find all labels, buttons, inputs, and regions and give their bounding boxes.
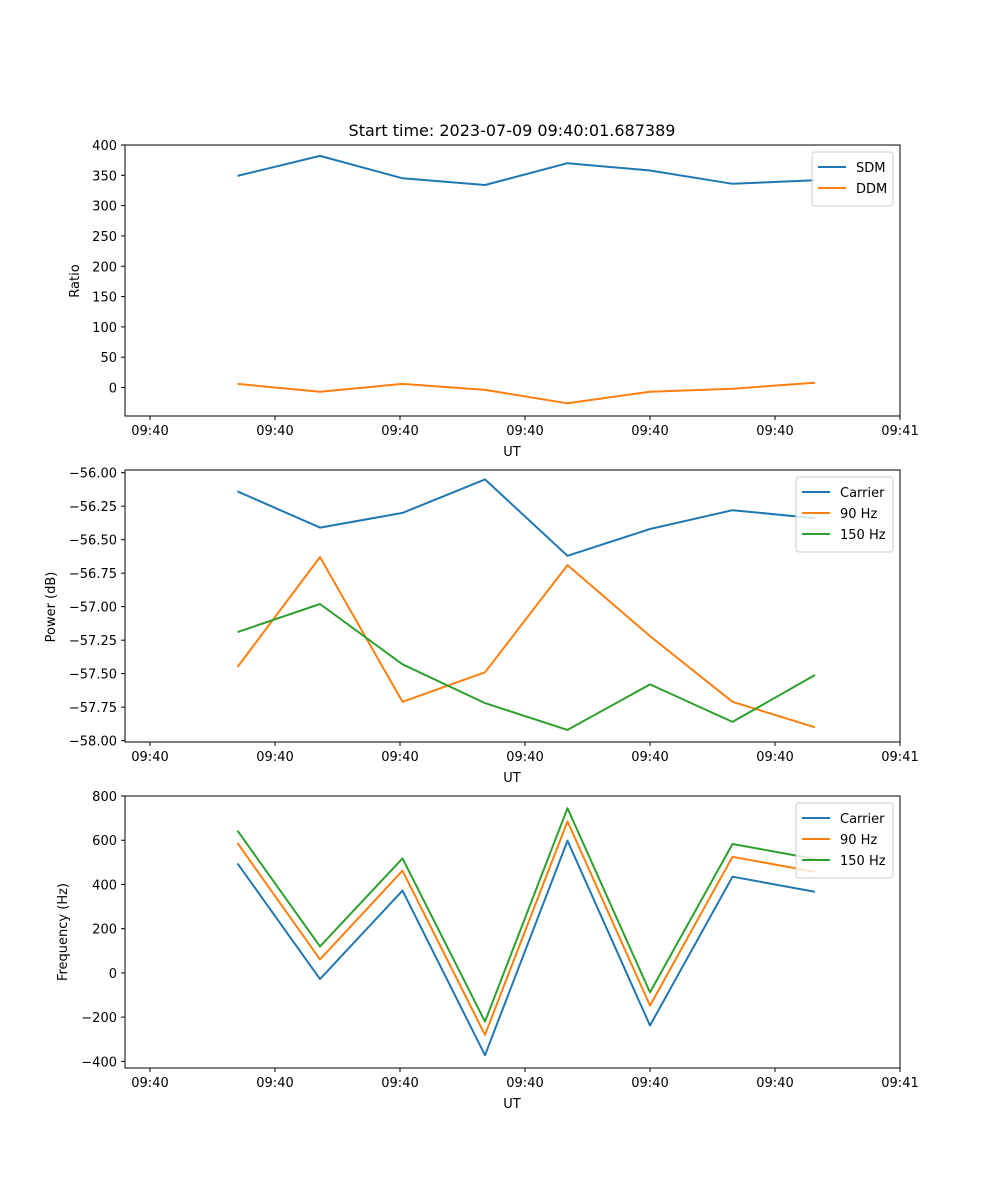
frequency-x-tick-label: 09:41 [881,1076,918,1091]
power-x-axis-label: UT [503,771,521,786]
frequency-panel: UT Frequency (Hz) 09:40 09:40 09:40 09:40 09… [56,790,919,1112]
ratio-legend-label: DDM [856,182,887,197]
power-x-tick-label: 09:40 [506,750,543,765]
ratio-x-tick-label: 09:40 [631,424,668,439]
power-legend-label: 90 Hz [840,507,877,522]
frequency-x-tick-label: 09:40 [131,1076,168,1091]
power-series-carrier-line [237,478,816,557]
frequency-x-tick-label: 09:40 [381,1076,418,1091]
frequency-series-90-hz-line [236,820,816,1036]
ratio-y-tick-label: 250 [92,230,117,245]
ratio-x-axis-label: UT [503,445,521,460]
ratio-y-tick-label: 0 [109,382,117,397]
frequency-y-tick-label: 800 [92,790,117,805]
frequency-axes-frame [124,795,901,1069]
ratio-x-tick-label: 09:40 [256,424,293,439]
power-x-tick-label: 09:40 [381,750,418,765]
frequency-x-tick-label: 09:40 [756,1076,793,1091]
power-panel: UT Power (dB) 09:40 09:40 09:40 09:40 09:40 0… [44,467,919,786]
frequency-x-tick-label: 09:40 [256,1076,293,1091]
frequency-y-tick-label: 200 [92,923,117,938]
ratio-legend-box [811,151,894,207]
chart-title: Start time: 2023-07-09 09:40:01.687389 [349,121,676,140]
ratio-y-tick-label: 50 [100,351,117,366]
ratio-y-tick-label: 150 [92,291,117,306]
frequency-y-tick-label: 400 [92,878,117,893]
frequency-legend-label: 90 Hz [840,833,877,848]
ratio-series-sdm-line [237,154,816,186]
ratio-legend: SDM DDM [811,151,894,207]
frequency-y-axis-label: Frequency (Hz) [56,883,71,981]
power-y-tick-label: −57.25 [69,634,117,649]
ratio-x-tick-label: 09:40 [506,424,543,439]
frequency-x-tick-label: 09:40 [631,1076,668,1091]
frequency-y-tick-label: −400 [81,1055,117,1070]
frequency-legend: Carrier 90 Hz 150 Hz [795,802,894,879]
ratio-y-axis-label: Ratio [68,264,83,297]
ratio-series-ddm-line [237,381,816,405]
power-y-tick-label: −58.00 [69,735,117,750]
power-legend-label: 150 Hz [840,528,886,543]
frequency-y-tick-label: 0 [109,967,117,982]
power-y-tick-label: −57.50 [69,668,117,683]
frequency-plot-area: 09:40 09:40 09:40 09:40 09:40 09:40 09:41 −400 −… [81,790,918,1091]
power-x-tick-label: 09:40 [631,750,668,765]
power-x-tick-label: 09:41 [881,750,918,765]
power-y-axis-label: Power (dB) [44,572,59,643]
power-x-tick-label: 09:40 [256,750,293,765]
power-y-tick-label: −56.00 [69,467,117,482]
ratio-x-tick-label: 09:40 [131,424,168,439]
ratio-y-tick-label: 100 [92,321,117,336]
ratio-x-tick-label: 09:40 [756,424,793,439]
power-y-tick-label: −57.00 [69,601,117,616]
power-y-tick-label: −56.50 [69,534,117,549]
power-y-tick-label: −56.75 [69,567,117,582]
power-legend-label: Carrier [840,486,885,501]
power-x-tick-label: 09:40 [756,750,793,765]
ratio-axes-frame [124,144,901,417]
ratio-plot-area: 09:40 09:40 09:40 09:40 09:40 09:40 09:41 0 50 10… [92,139,919,439]
ratio-x-tick-label: 09:41 [881,424,918,439]
frequency-legend-label: Carrier [840,812,885,827]
power-y-tick-label: −57.75 [69,701,117,716]
ratio-y-tick-label: 400 [92,139,117,154]
power-x-tick-label: 09:40 [131,750,168,765]
ratio-x-tick-label: 09:40 [381,424,418,439]
frequency-legend-label: 150 Hz [840,854,886,869]
frequency-series-carrier-line [236,839,816,1057]
power-axes-frame [124,469,901,743]
frequency-x-axis-label: UT [503,1097,521,1112]
ratio-y-tick-label: 300 [92,200,117,215]
power-plot-area: 09:40 09:40 09:40 09:40 09:40 09:40 09:41 −58.0… [69,467,919,765]
frequency-x-tick-label: 09:40 [506,1076,543,1091]
power-series-150-hz-line [237,603,816,731]
frequency-series-150-hz-line [236,807,816,1023]
power-series-90-hz-line [236,556,816,729]
frequency-y-tick-label: −200 [81,1011,117,1026]
ratio-y-tick-label: 200 [92,260,117,275]
ratio-legend-label: SDM [856,161,885,176]
ratio-y-tick-label: 350 [92,169,117,184]
ratio-panel: Start time: 2023-07-09 09:40:01.687389 U… [68,121,919,460]
frequency-y-tick-label: 600 [92,834,117,849]
power-y-tick-label: −56.25 [69,500,117,515]
power-legend: Carrier 90 Hz 150 Hz [795,476,894,553]
